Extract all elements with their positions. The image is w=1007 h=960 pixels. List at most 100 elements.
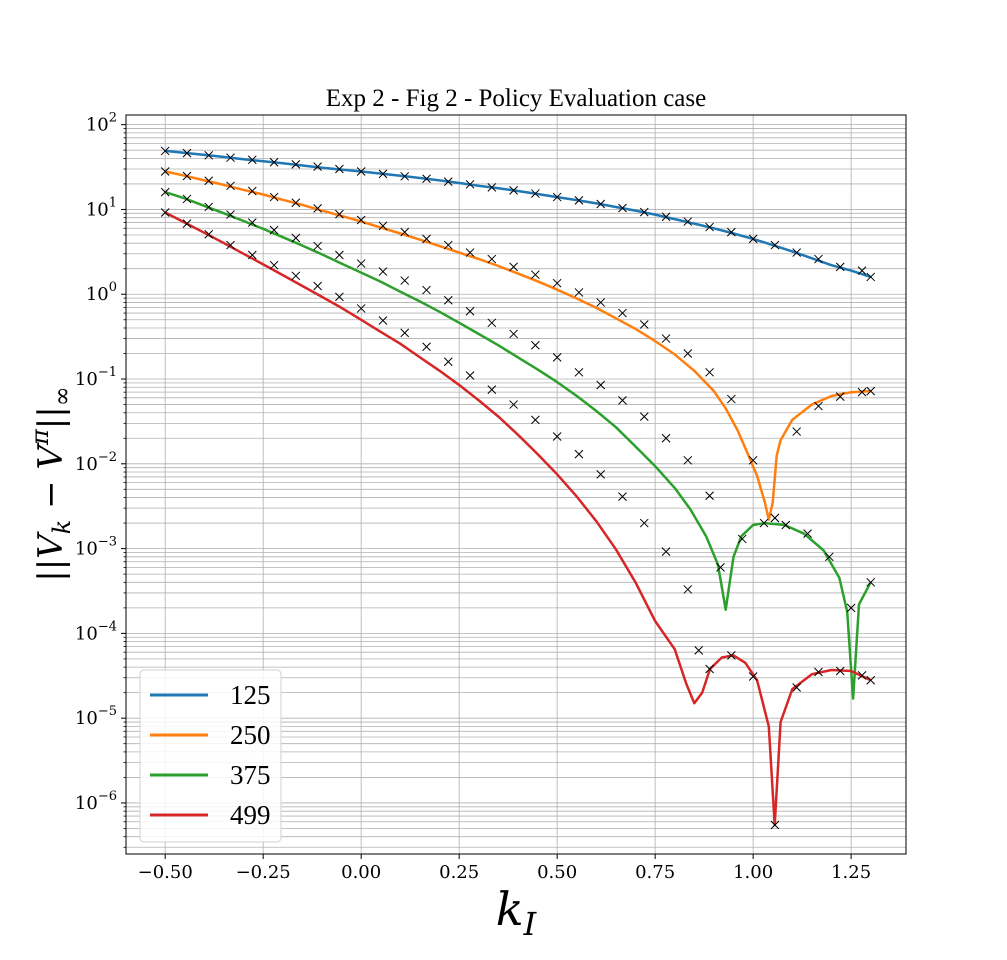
- data-point-marker: [737, 534, 747, 544]
- data-point-marker: [596, 199, 606, 209]
- data-point-marker: [661, 433, 671, 443]
- data-point-marker: [487, 183, 497, 192]
- data-point-marker: [204, 150, 214, 160]
- data-point-marker: [726, 651, 736, 660]
- data-point-marker: [487, 318, 497, 328]
- data-point-marker: [596, 298, 606, 307]
- series-line-499: [164, 211, 872, 827]
- data-point-marker: [759, 518, 769, 528]
- data-point-marker: [226, 210, 235, 219]
- data-point-marker: [705, 664, 714, 674]
- data-point-marker: [356, 304, 366, 313]
- data-point-marker: [269, 192, 279, 202]
- y-tick-label: 10−1: [75, 365, 117, 390]
- data-point-marker: [661, 547, 671, 557]
- data-point-marker: [552, 278, 562, 288]
- data-point-marker: [866, 577, 876, 587]
- data-point-marker: [422, 285, 431, 295]
- data-point-marker: [683, 585, 693, 594]
- y-axis-label: ||Vk − Vπ||∞: [26, 386, 76, 581]
- data-point-marker: [792, 248, 802, 257]
- data-point-marker: [226, 240, 235, 250]
- data-point-marker: [356, 215, 366, 225]
- data-point-marker: [661, 212, 671, 222]
- series-markers: [160, 146, 876, 830]
- data-point-marker: [781, 520, 791, 530]
- data-point-marker: [422, 174, 431, 184]
- data-point-marker: [835, 262, 845, 272]
- data-point-marker: [596, 380, 606, 390]
- chart-title: Exp 2 - Fig 2 - Policy Evaluation case: [326, 85, 706, 112]
- data-point-marker: [313, 162, 322, 171]
- data-point-marker: [639, 207, 649, 217]
- x-tick-label: 1.25: [831, 862, 871, 883]
- data-point-marker: [814, 254, 823, 264]
- data-point-marker: [705, 367, 714, 377]
- data-point-marker: [618, 308, 627, 318]
- series-line-375: [164, 190, 872, 700]
- data-point-marker: [487, 385, 497, 394]
- data-point-marker: [835, 392, 845, 401]
- data-point-marker: [378, 267, 388, 276]
- data-point-marker: [618, 396, 627, 405]
- data-point-marker: [247, 155, 257, 165]
- legend-box: [139, 669, 282, 843]
- data-point-marker: [792, 683, 802, 692]
- data-point-marker: [866, 272, 876, 282]
- data-point-marker: [639, 412, 649, 421]
- data-point-marker: [866, 675, 876, 685]
- data-point-marker: [335, 250, 344, 260]
- data-point-marker: [182, 148, 192, 158]
- data-point-marker: [400, 171, 410, 181]
- data-point-marker: [694, 646, 704, 655]
- data-point-marker: [313, 241, 322, 251]
- x-tick-label: −0.25: [236, 862, 291, 883]
- x-tick-label: 0.00: [341, 862, 381, 883]
- data-point-marker: [770, 820, 780, 830]
- data-point-marker: [291, 271, 301, 281]
- data-point-marker: [683, 349, 693, 358]
- data-point-marker: [247, 186, 257, 196]
- data-point-marker: [552, 432, 562, 441]
- data-point-marker: [443, 295, 453, 305]
- data-point-marker: [443, 240, 453, 250]
- legend-label-250: 250: [230, 720, 271, 750]
- y-tick-label: 101: [86, 195, 117, 220]
- data-point-marker: [378, 316, 388, 325]
- data-point-marker: [247, 250, 257, 260]
- y-tick-label: 10−2: [75, 450, 117, 475]
- plot-frame: [125, 114, 907, 855]
- data-point-marker: [465, 248, 475, 257]
- data-point-marker: [400, 227, 410, 237]
- data-point-marker: [487, 254, 497, 264]
- legend-label-125: 125: [230, 680, 271, 710]
- data-point-marker: [531, 189, 540, 198]
- data-point-marker: [313, 204, 322, 213]
- data-point-marker: [509, 329, 518, 339]
- y-tick-label: 10−3: [75, 535, 117, 560]
- data-point-marker: [683, 455, 693, 465]
- data-point-marker: [639, 320, 649, 329]
- data-point-marker: [269, 260, 279, 270]
- data-point-marker: [770, 513, 780, 523]
- data-point-marker: [356, 259, 366, 268]
- y-tick-label: 10−6: [75, 789, 117, 814]
- data-point-marker: [465, 371, 475, 380]
- data-point-marker: [531, 340, 540, 350]
- data-point-marker: [509, 400, 518, 409]
- y-tick-label: 10−4: [75, 619, 117, 644]
- data-point-marker: [160, 167, 170, 176]
- data-point-marker: [824, 552, 834, 562]
- data-point-marker: [552, 353, 562, 362]
- data-point-marker: [204, 176, 214, 186]
- data-point-marker: [846, 603, 856, 613]
- y-tick-label: 10−5: [75, 704, 117, 729]
- data-point-marker: [335, 292, 344, 302]
- data-point-marker: [574, 288, 584, 297]
- data-point-marker: [291, 233, 301, 243]
- data-point-marker: [378, 169, 388, 179]
- data-point-marker: [705, 222, 714, 232]
- data-point-marker: [422, 342, 431, 352]
- data-point-marker: [814, 401, 823, 411]
